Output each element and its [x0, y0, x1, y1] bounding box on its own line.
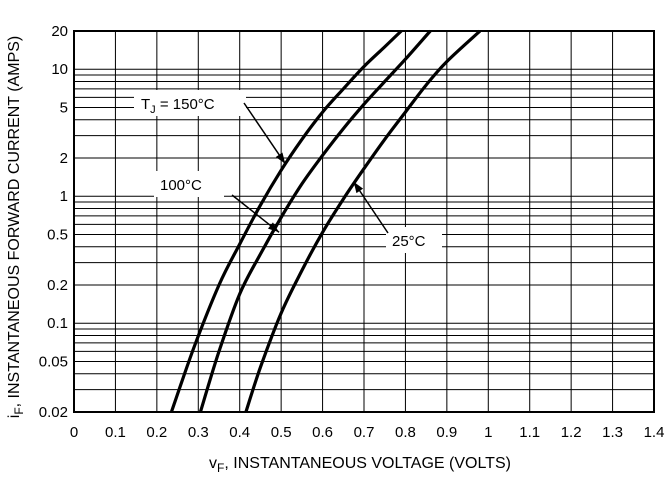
- annotation-arrowhead: [353, 181, 364, 194]
- y-tick-label: 20: [51, 23, 68, 40]
- x-axis-title: vF, INSTANTANEOUS VOLTAGE (VOLTS): [209, 455, 511, 475]
- x-tick-label: 0.5: [271, 424, 292, 441]
- y-tick-label: 0.5: [47, 226, 68, 243]
- series-line-0: [169, 29, 403, 413]
- series-annotations: TJ = 150°C 100°C 25°C: [134, 90, 442, 253]
- annotation-box: [154, 171, 224, 197]
- x-tick-labels: 0 0.1 0.2 0.3 0.4 0.5 0.6 0.7 0.8 0.9 1 1.1 1.2 1.3 1.…: [70, 424, 665, 441]
- annotation-arrowhead: [267, 222, 280, 233]
- y-axis-title: iF, INSTANTANEOUS FORWARD CURRENT (AMPS): [6, 36, 26, 418]
- x-tick-label: 1.3: [602, 424, 623, 441]
- x-tick-label: 1.2: [561, 424, 582, 441]
- grid-lines: [73, 30, 655, 413]
- x-tick-label: 0.8: [395, 424, 416, 441]
- y-tick-label: 0.02: [39, 404, 68, 421]
- y-tick-labels: 0.02 0.05 0.1 0.2 0.5 1 2 5 10 20: [39, 23, 68, 421]
- x-tick-label: 0.4: [229, 424, 250, 441]
- y-tick-label: 0.05: [39, 353, 68, 370]
- x-tick-label: 0.2: [146, 424, 167, 441]
- x-tick-label: 1: [484, 424, 492, 441]
- x-tick-label: 0: [70, 424, 78, 441]
- x-tick-label: 0.6: [312, 424, 333, 441]
- x-tick-label: 0.1: [105, 424, 126, 441]
- annotation-label: 25°C: [392, 233, 426, 250]
- annotation-label: 100°C: [160, 177, 202, 194]
- plot-frame: [73, 30, 655, 413]
- y-tick-label: 0.2: [47, 277, 68, 294]
- x-tick-label: 0.7: [354, 424, 375, 441]
- x-tick-label: 1.1: [519, 424, 540, 441]
- annotation-leader: [243, 102, 286, 165]
- x-tick-label: 1.4: [644, 424, 665, 441]
- y-tick-label: 10: [51, 61, 68, 78]
- annotation-box: [386, 227, 442, 253]
- y-tick-label: 5: [60, 99, 68, 116]
- y-tick-label: 2: [60, 150, 68, 167]
- x-tick-label: 0.3: [188, 424, 209, 441]
- annotation-label: TJ = 150°C: [141, 96, 215, 116]
- annotation-box: [134, 90, 246, 116]
- annotation-arrowhead: [275, 152, 286, 164]
- x-tick-label: 0.9: [436, 424, 457, 441]
- series-line-1: [198, 29, 432, 413]
- series-line-2: [244, 29, 482, 413]
- y-tick-label: 0.1: [47, 315, 68, 332]
- series-curves: [169, 29, 482, 413]
- y-tick-label: 1: [60, 188, 68, 205]
